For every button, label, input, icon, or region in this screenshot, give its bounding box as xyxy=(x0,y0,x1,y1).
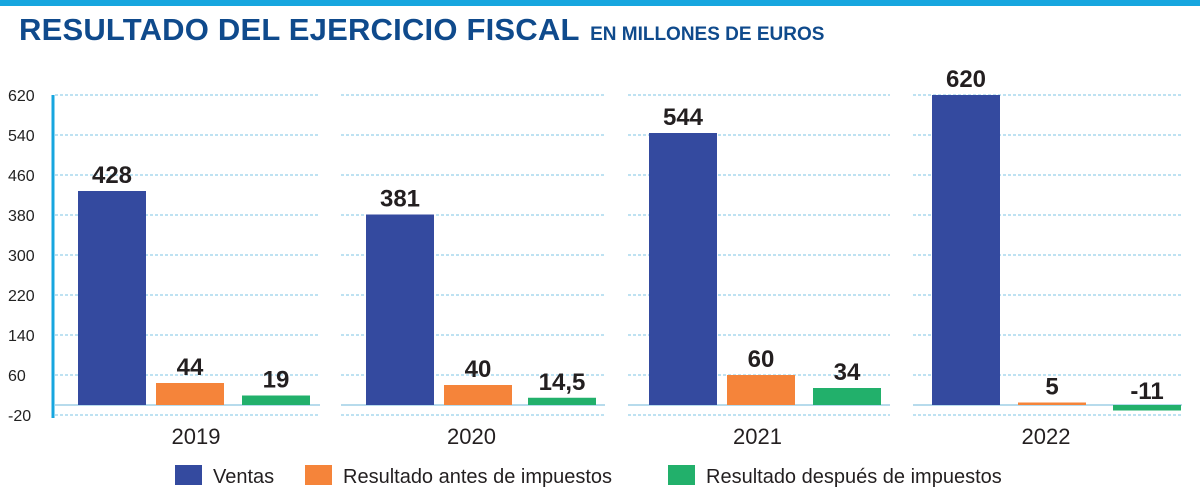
x-category-label: 2021 xyxy=(733,424,782,449)
data-label: 5 xyxy=(1045,374,1058,401)
data-label: 19 xyxy=(263,367,290,394)
data-label: 44 xyxy=(177,354,204,381)
bar-resultado-despu-s-de-impuestos-2022 xyxy=(1113,405,1181,411)
bar-resultado-despu-s-de-impuestos-2021 xyxy=(813,388,881,405)
y-tick-label: 60 xyxy=(8,368,26,385)
y-tick-label: 140 xyxy=(8,328,35,345)
y-tick-label: 460 xyxy=(8,168,35,185)
bar-ventas-2019 xyxy=(78,191,146,405)
bar-resultado-despu-s-de-impuestos-2019 xyxy=(242,395,310,405)
bar-ventas-2021 xyxy=(649,133,717,405)
legend-label: Resultado antes de impuestos xyxy=(343,466,612,488)
data-label: 381 xyxy=(380,186,420,213)
bar-resultado-antes-de-impuestos-2021 xyxy=(727,375,795,405)
bar-resultado-antes-de-impuestos-2019 xyxy=(156,383,224,405)
legend-label: Resultado después de impuestos xyxy=(706,466,1002,488)
y-tick-label: -20 xyxy=(8,408,31,425)
bar-resultado-antes-de-impuestos-2022 xyxy=(1018,402,1086,405)
chart-title: RESULTADO DEL EJERCICIO FISCAL EN MILLON… xyxy=(19,12,824,48)
bar-resultado-antes-de-impuestos-2020 xyxy=(444,385,512,405)
x-category-label: 2019 xyxy=(172,424,221,449)
data-label: -11 xyxy=(1130,378,1163,405)
data-label: 14,5 xyxy=(539,369,586,396)
y-tick-label: 220 xyxy=(8,288,35,305)
bar-ventas-2020 xyxy=(366,214,434,405)
bar-resultado-despu-s-de-impuestos-2020 xyxy=(528,397,596,405)
bar-ventas-2022 xyxy=(932,95,1000,405)
data-label: 544 xyxy=(663,104,704,131)
legend-swatch xyxy=(175,465,202,485)
legend-label: Ventas xyxy=(213,466,274,488)
data-label: 428 xyxy=(92,162,132,189)
legend-swatch xyxy=(305,465,332,485)
top-accent-bar xyxy=(0,0,1200,6)
subtitle-text: EN MILLONES DE EUROS xyxy=(590,24,825,45)
data-label: 34 xyxy=(834,359,861,386)
data-label: 620 xyxy=(946,66,986,93)
x-category-label: 2020 xyxy=(447,424,496,449)
data-label: 60 xyxy=(748,346,775,373)
y-tick-label: 380 xyxy=(8,208,35,225)
title-text: RESULTADO DEL EJERCICIO FISCAL xyxy=(19,12,580,47)
legend-swatch xyxy=(668,465,695,485)
x-category-label: 2022 xyxy=(1022,424,1071,449)
y-tick-label: 540 xyxy=(8,128,35,145)
y-tick-label: 300 xyxy=(8,248,35,265)
y-tick-label: 620 xyxy=(8,88,35,105)
data-label: 40 xyxy=(465,356,492,383)
